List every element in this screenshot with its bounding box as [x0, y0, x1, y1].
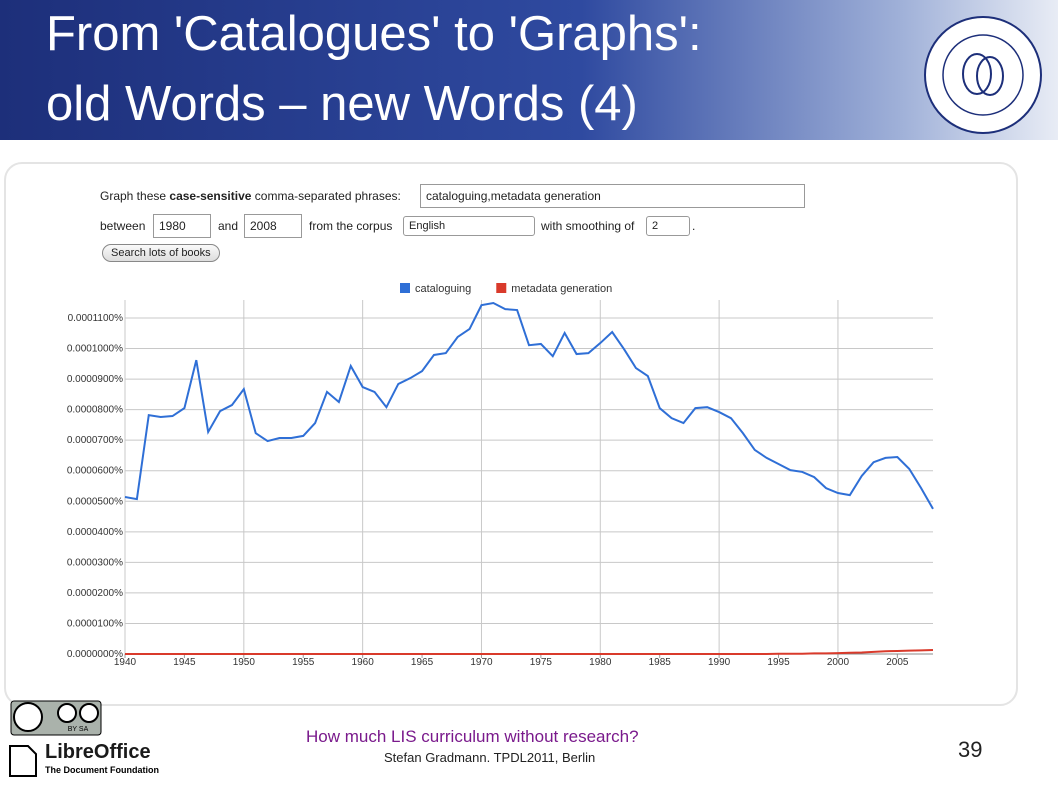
office-logo: LibreOffice [45, 741, 151, 763]
legend-swatch [496, 283, 507, 293]
prompt: Graph these case-sensitive comma-separat… [100, 189, 401, 203]
y-tick-label: 0.0000500% [67, 496, 123, 507]
header: From 'Catalogues' to 'Graphs': old Words… [0, 0, 1058, 140]
corpus-select[interactable]: English [403, 216, 535, 236]
y-tick-label: 0.0000100% [67, 618, 123, 629]
label: . [692, 219, 696, 233]
x-tick-label: 1985 [649, 657, 672, 668]
x-tick-label: 1990 [708, 657, 731, 668]
phrase-input[interactable]: cataloguing,metadata generation [420, 184, 805, 208]
x-tick-label: 1970 [470, 657, 493, 668]
x-tick-label: 1980 [589, 657, 612, 668]
cc-logo: BY SA [10, 700, 102, 736]
x-tick-label: 1995 [767, 657, 790, 668]
content-frame [4, 162, 1018, 706]
label: between [100, 219, 146, 233]
x-tick-label: 1945 [173, 657, 196, 668]
university-logo [924, 16, 1042, 134]
label: and [218, 219, 239, 233]
x-tick-label: 2005 [886, 657, 909, 668]
prompt-text: comma-separated phrases: [254, 189, 401, 203]
x-tick-label: 1940 [114, 657, 137, 668]
label: with smoothing of [541, 219, 635, 233]
y-tick-label: 0.0000200% [67, 588, 123, 599]
search-button[interactable]: Search lots of books [102, 244, 220, 262]
data-line [124, 301, 934, 510]
talk-title: How much LIS curriculum without research… [306, 727, 639, 746]
y-tick-label: 0.0000800% [67, 405, 123, 416]
x-tick-label: 2000 [827, 657, 850, 668]
data-line [125, 649, 934, 655]
y-tick-label: 0.0000900% [67, 374, 123, 385]
y-tick-label: 0.0000600% [67, 466, 123, 477]
y-tick-label: 0.0000300% [67, 557, 123, 568]
start-year-input[interactable]: 1980 [153, 214, 211, 238]
page-number: 39 [958, 737, 983, 762]
legend-swatch [400, 283, 410, 293]
end-year-input[interactable]: 2008 [244, 214, 302, 238]
y-tick-label: 0.0001000% [67, 344, 123, 355]
legend-label: metadata generation [511, 283, 612, 295]
office-icon [9, 745, 37, 777]
x-tick-label: 1950 [233, 657, 256, 668]
screenshot: Graph these case-sensitive comma-separat… [48, 175, 970, 678]
foundation: The Document Foundation [45, 765, 159, 775]
legend-label: cataloguing [415, 283, 471, 295]
y-tick-label: 0.0000700% [67, 435, 123, 446]
title: From 'Catalogues' to 'Graphs': [46, 7, 702, 61]
smoothing-select[interactable]: 2 [646, 216, 690, 236]
prompt-bold: case-sensitive [169, 189, 252, 203]
x-tick-label: 1960 [352, 657, 375, 668]
y-tick-label: 0.0000400% [67, 527, 123, 538]
x-tick-label: 1955 [292, 657, 315, 668]
y-tick-label: 0.0000000% [67, 649, 123, 660]
x-tick-label: 1975 [530, 657, 553, 668]
title: old Words – new Words (4) [46, 77, 638, 131]
prompt-text: Graph these [100, 189, 167, 203]
x-tick-label: 1965 [411, 657, 434, 668]
y-tick-label: 0.0001100% [68, 313, 124, 324]
label: from the corpus [309, 219, 393, 233]
license-text: BY SA [68, 726, 89, 733]
author: Stefan Gradmann. TPDL2011, Berlin [384, 750, 596, 765]
